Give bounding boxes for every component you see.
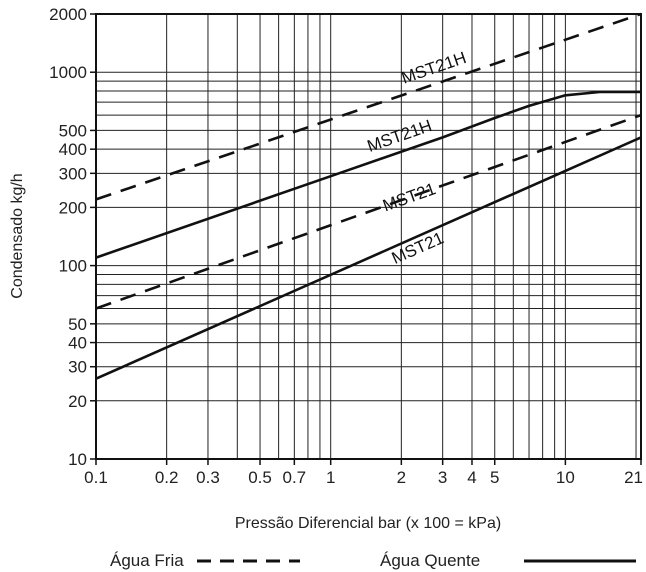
y-tick-label: 200 xyxy=(59,198,87,217)
y-tick-label: 100 xyxy=(59,257,87,276)
series-line-mst21h-solid xyxy=(95,90,641,259)
x-tick-label: 2 xyxy=(397,468,406,487)
series-label: MST21 xyxy=(380,179,438,215)
x-tick-label: 21 xyxy=(624,468,643,487)
y-tick-label: 30 xyxy=(68,358,87,377)
y-tick-label: 500 xyxy=(59,121,87,140)
x-tick-label: 3 xyxy=(438,468,447,487)
y-tick-label: 400 xyxy=(59,140,87,159)
x-tick-label: 5 xyxy=(490,468,499,487)
y-tick-label: 40 xyxy=(68,334,87,353)
series-label: MST21 xyxy=(389,228,447,268)
y-tick-label: 1000 xyxy=(49,63,87,82)
grid-lines xyxy=(95,13,642,460)
y-tick-label: 50 xyxy=(68,315,87,334)
series-label: MST21H xyxy=(365,116,435,156)
x-axis-title: Pressão Diferencial bar (x 100 = kPa) xyxy=(235,515,501,532)
legend-label-agua-fria: Água Fria xyxy=(110,551,184,570)
series-line-mst21-solid xyxy=(95,136,642,380)
y-tick-label: 20 xyxy=(68,392,87,411)
x-tick-label: 1 xyxy=(326,468,335,487)
series-label: MST21H xyxy=(399,48,469,88)
y-axis-title: Condensado kg/h xyxy=(9,173,26,298)
y-tick-label: 2000 xyxy=(49,5,87,24)
x-tick-label: 0.1 xyxy=(84,468,108,487)
x-axis-ticks: 0.1 0.2 0.3 0.5 0.7 1 2 3 4 5 10 21 xyxy=(84,459,643,487)
x-tick-label: 0.2 xyxy=(155,468,179,487)
y-tick-label: 300 xyxy=(59,164,87,183)
series-line-mst21-dashed xyxy=(95,113,642,310)
series-line-mst21h-dashed xyxy=(95,12,642,201)
x-tick-label: 10 xyxy=(556,468,575,487)
x-tick-label: 4 xyxy=(467,468,476,487)
series-lines xyxy=(95,12,642,380)
x-tick-label: 0.7 xyxy=(283,468,307,487)
x-tick-label: 0.3 xyxy=(196,468,220,487)
plot-frame xyxy=(95,13,642,460)
x-tick-label: 0.5 xyxy=(248,468,272,487)
legend: Água Fria Água Quente xyxy=(110,551,636,570)
y-tick-label: 10 xyxy=(68,450,87,469)
legend-label-agua-quente: Água Quente xyxy=(380,551,480,570)
